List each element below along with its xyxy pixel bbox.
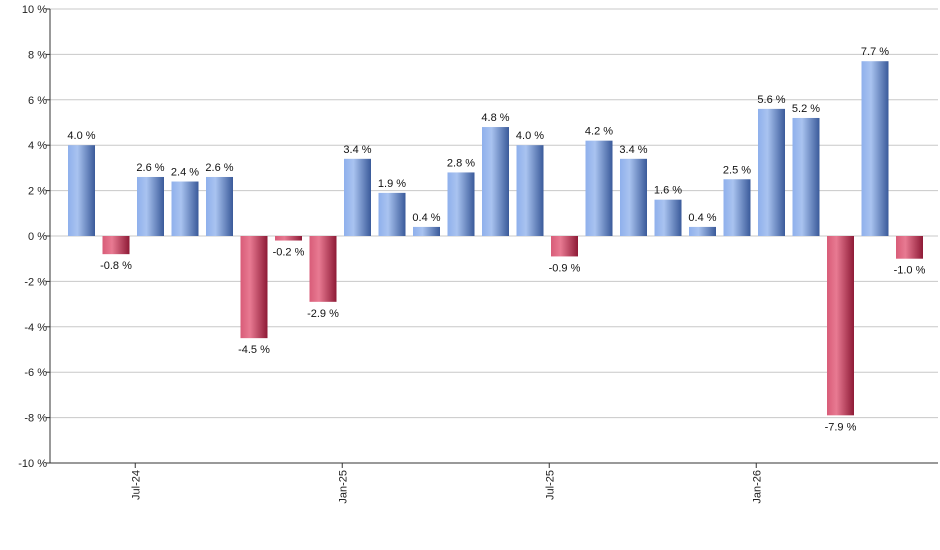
- y-tick-label: 0 %: [28, 231, 47, 243]
- bar-value-label: 2.8 %: [447, 157, 475, 169]
- bars: [68, 61, 923, 416]
- y-tick-label: -6 %: [24, 367, 47, 379]
- bar-value-label: 4.2 %: [585, 126, 613, 138]
- bar-value-label: -7.9 %: [825, 421, 857, 433]
- bar-value-label: 0.4 %: [412, 212, 440, 224]
- x-tick-label: Jul-24: [130, 470, 142, 500]
- bar-value-label: 5.6 %: [757, 94, 785, 106]
- bar-value-label: 1.9 %: [378, 178, 406, 190]
- bar: [171, 181, 199, 236]
- bar: [482, 127, 509, 236]
- bar-value-label: 1.6 %: [654, 185, 682, 197]
- y-tick-label: -4 %: [24, 322, 47, 334]
- bar-value-label: 3.4 %: [343, 144, 371, 156]
- bar: [792, 117, 820, 236]
- bar-value-label: 4.0 %: [516, 130, 544, 142]
- bar-value-label: -0.2 %: [273, 247, 305, 259]
- bar: [378, 192, 406, 236]
- bar-value-label: -2.9 %: [307, 308, 339, 320]
- bar-value-label: 2.6 %: [205, 162, 233, 174]
- bar: [516, 145, 544, 236]
- y-tick-label: 6 %: [28, 95, 47, 107]
- y-axis-tick-labels: 10 % 8 % 6 % 4 % 2 % 0 % -2 % -4 % -6 % -8 % -10 %: [18, 4, 47, 470]
- bar-value-label: 2.5 %: [723, 164, 751, 176]
- y-tick-label: 10 %: [22, 4, 47, 16]
- bar-value-label: 3.4 %: [619, 144, 647, 156]
- bar: [68, 145, 95, 236]
- bar: [102, 236, 130, 255]
- bar: [413, 226, 440, 236]
- x-axis-tick-labels: Jul-24 Jan-25 Jul-25 Jan-26: [130, 463, 763, 504]
- bar-value-label: -0.8 %: [100, 260, 132, 272]
- bar: [447, 172, 475, 236]
- bar: [654, 199, 682, 236]
- bar: [206, 176, 233, 236]
- bar-value-label: 0.4 %: [688, 212, 716, 224]
- bar-value-label: 4.8 %: [481, 112, 509, 124]
- bar-value-labels: 4.0 % -0.8 % 2.6 % 2.4 % 2.6 % -4.5 % -0.2 % -2…: [67, 46, 925, 433]
- y-tick-label: -8 %: [24, 413, 47, 425]
- x-tick-label: Jan-26: [751, 470, 763, 504]
- bar-value-label: -4.5 %: [238, 344, 270, 356]
- axes: [49, 9, 938, 464]
- y-tick-label: 2 %: [28, 186, 47, 198]
- bar: [758, 108, 785, 236]
- bar: [240, 236, 268, 339]
- y-tick-label: 4 %: [28, 140, 47, 152]
- bar-value-label: 2.4 %: [171, 167, 199, 179]
- bar-value-label: -0.9 %: [549, 262, 581, 274]
- y-tick-label: 8 %: [28, 49, 47, 61]
- bar: [551, 236, 578, 257]
- bar: [620, 158, 647, 236]
- bar: [344, 158, 371, 236]
- y-tick-label: -2 %: [24, 276, 47, 288]
- bar-value-label: 4.0 %: [67, 130, 95, 142]
- bar: [896, 236, 923, 259]
- y-tick-label: -10 %: [18, 458, 47, 470]
- bar-value-label: 2.6 %: [136, 162, 164, 174]
- x-tick-label: Jan-25: [337, 470, 349, 504]
- bar: [275, 236, 302, 241]
- bar: [689, 226, 716, 236]
- bar-value-label: 5.2 %: [792, 103, 820, 115]
- bar: [827, 236, 854, 416]
- bar: [309, 236, 337, 302]
- bar: [585, 140, 613, 236]
- bar: [861, 61, 889, 237]
- bar-value-label: -1.0 %: [894, 265, 926, 277]
- x-tick-label: Jul-25: [544, 470, 556, 500]
- bar: [723, 179, 751, 236]
- bar: [137, 176, 164, 236]
- bar-value-label: 7.7 %: [861, 46, 889, 58]
